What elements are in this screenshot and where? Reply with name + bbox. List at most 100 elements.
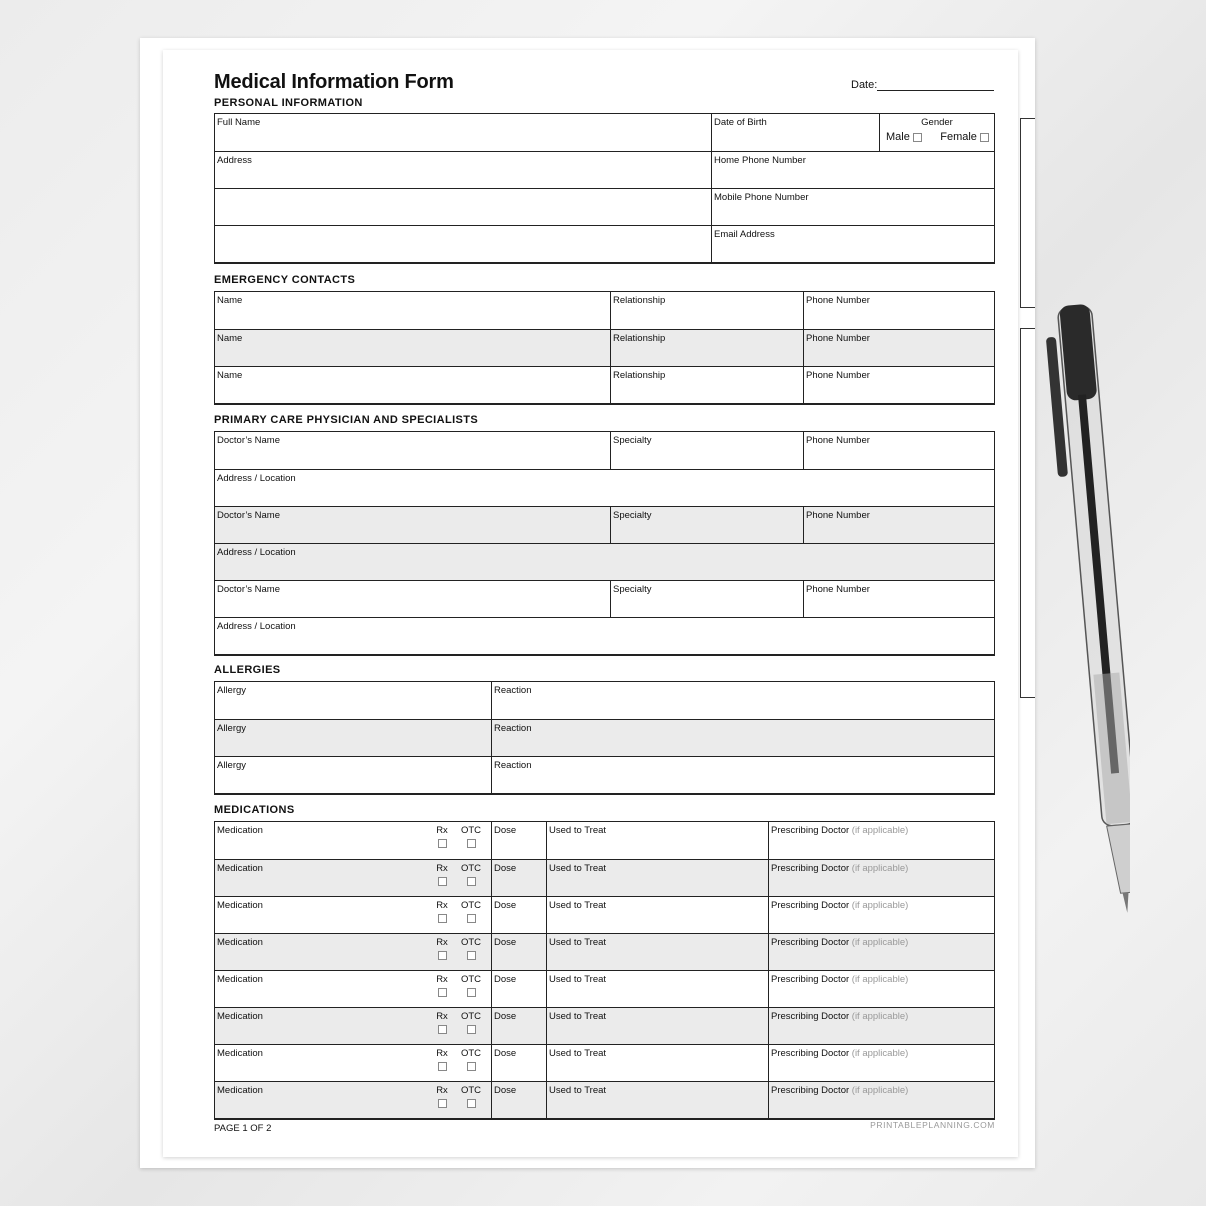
used-to-treat-field[interactable]: Used to Treat	[546, 971, 768, 1007]
female-option[interactable]: Female	[940, 131, 989, 143]
medication-field[interactable]: Medication Rx OTC	[215, 1008, 491, 1044]
medication-field[interactable]: Medication Rx OTC	[215, 1082, 491, 1118]
rx-option[interactable]: Rx	[435, 900, 449, 923]
used-to-treat-field[interactable]: Used to Treat	[546, 897, 768, 933]
used-to-treat-field[interactable]: Used to Treat	[546, 1008, 768, 1044]
medication-field[interactable]: Medication Rx OTC	[215, 934, 491, 970]
medication-field[interactable]: Medication Rx OTC	[215, 860, 491, 896]
otc-checkbox[interactable]	[466, 877, 476, 886]
dose-field[interactable]: Dose	[491, 822, 546, 859]
doctor-phone-field[interactable]: Phone Number	[803, 581, 994, 617]
contact-phone-field[interactable]: Phone Number	[803, 330, 994, 366]
contact-phone-field[interactable]: Phone Number	[803, 367, 994, 403]
rx-checkbox[interactable]	[437, 914, 447, 923]
rx-checkbox[interactable]	[437, 951, 447, 960]
rx-option[interactable]: Rx	[435, 863, 449, 886]
otc-option[interactable]: OTC	[460, 1011, 482, 1034]
specialty-field[interactable]: Specialty	[610, 432, 803, 469]
prescribing-doctor-field[interactable]: Prescribing Doctor (if applicable)	[768, 897, 994, 933]
otc-option[interactable]: OTC	[460, 900, 482, 923]
address-field[interactable]: Address	[217, 155, 252, 166]
contact-name-field[interactable]: Name	[215, 292, 610, 329]
relationship-field[interactable]: Relationship	[610, 367, 803, 403]
otc-option[interactable]: OTC	[460, 1048, 482, 1071]
dose-field[interactable]: Dose	[491, 1082, 546, 1118]
medication-field[interactable]: Medication Rx OTC	[215, 971, 491, 1007]
rx-option[interactable]: Rx	[435, 974, 449, 997]
otc-option[interactable]: OTC	[460, 825, 482, 848]
date-field[interactable]: Date:	[851, 79, 995, 91]
otc-option[interactable]: OTC	[460, 1085, 482, 1108]
specialty-field[interactable]: Specialty	[610, 507, 803, 543]
used-to-treat-field[interactable]: Used to Treat	[546, 1045, 768, 1081]
mobile-phone-field[interactable]: Mobile Phone Number	[711, 189, 994, 225]
allergy-field[interactable]: Allergy	[215, 757, 491, 793]
dose-field[interactable]: Dose	[491, 860, 546, 896]
used-to-treat-field[interactable]: Used to Treat	[546, 1082, 768, 1118]
doctor-address-field[interactable]: Address / Location	[215, 544, 994, 580]
rx-option[interactable]: Rx	[435, 1085, 449, 1108]
medication-field[interactable]: Medication Rx OTC	[215, 897, 491, 933]
contact-name-field[interactable]: Name	[215, 367, 610, 403]
otc-option[interactable]: OTC	[460, 863, 482, 886]
used-to-treat-field[interactable]: Used to Treat	[546, 822, 768, 859]
rx-checkbox[interactable]	[437, 1062, 447, 1071]
medication-field[interactable]: Medication Rx OTC	[215, 822, 491, 859]
prescribing-doctor-field[interactable]: Prescribing Doctor (if applicable)	[768, 934, 994, 970]
address-line-3[interactable]	[215, 226, 711, 262]
used-to-treat-field[interactable]: Used to Treat	[546, 860, 768, 896]
rx-checkbox[interactable]	[437, 839, 447, 848]
contact-name-field[interactable]: Name	[215, 330, 610, 366]
otc-option[interactable]: OTC	[460, 937, 482, 960]
otc-checkbox[interactable]	[466, 839, 476, 848]
otc-checkbox[interactable]	[466, 951, 476, 960]
female-checkbox[interactable]	[980, 132, 989, 142]
doctor-phone-field[interactable]: Phone Number	[803, 432, 994, 469]
prescribing-doctor-field[interactable]: Prescribing Doctor (if applicable)	[768, 971, 994, 1007]
rx-checkbox[interactable]	[437, 988, 447, 997]
relationship-field[interactable]: Relationship	[610, 330, 803, 366]
prescribing-doctor-field[interactable]: Prescribing Doctor (if applicable)	[768, 1008, 994, 1044]
address-line-2[interactable]	[215, 189, 711, 225]
otc-checkbox[interactable]	[466, 1099, 476, 1108]
rx-option[interactable]: Rx	[435, 937, 449, 960]
rx-option[interactable]: Rx	[435, 825, 449, 848]
dose-field[interactable]: Dose	[491, 897, 546, 933]
doctor-address-field[interactable]: Address / Location	[215, 618, 994, 654]
relationship-field[interactable]: Relationship	[610, 292, 803, 329]
rx-checkbox[interactable]	[437, 877, 447, 886]
rx-option[interactable]: Rx	[435, 1048, 449, 1071]
rx-checkbox[interactable]	[437, 1025, 447, 1034]
reaction-field[interactable]: Reaction	[491, 757, 994, 793]
otc-option[interactable]: OTC	[460, 974, 482, 997]
male-option[interactable]: Male	[886, 131, 922, 143]
dob-field[interactable]: Date of Birth	[711, 114, 879, 151]
rx-option[interactable]: Rx	[435, 1011, 449, 1034]
doctor-name-field[interactable]: Doctor’s Name	[215, 581, 610, 617]
doctor-name-field[interactable]: Doctor’s Name	[215, 432, 610, 469]
rx-checkbox[interactable]	[437, 1099, 447, 1108]
otc-checkbox[interactable]	[466, 1062, 476, 1071]
otc-checkbox[interactable]	[466, 988, 476, 997]
home-phone-field[interactable]: Home Phone Number	[711, 152, 994, 188]
used-to-treat-field[interactable]: Used to Treat	[546, 934, 768, 970]
allergy-field[interactable]: Allergy	[215, 682, 491, 719]
dose-field[interactable]: Dose	[491, 1008, 546, 1044]
allergy-field[interactable]: Allergy	[215, 720, 491, 756]
prescribing-doctor-field[interactable]: Prescribing Doctor (if applicable)	[768, 1082, 994, 1118]
date-line[interactable]	[877, 80, 995, 91]
reaction-field[interactable]: Reaction	[491, 682, 994, 719]
otc-checkbox[interactable]	[466, 914, 476, 923]
doctor-name-field[interactable]: Doctor’s Name	[215, 507, 610, 543]
full-name-field[interactable]: Full Name	[217, 117, 261, 128]
email-field[interactable]: Email Address	[711, 226, 994, 262]
prescribing-doctor-field[interactable]: Prescribing Doctor (if applicable)	[768, 1045, 994, 1081]
dose-field[interactable]: Dose	[491, 1045, 546, 1081]
male-checkbox[interactable]	[912, 132, 922, 142]
medication-field[interactable]: Medication Rx OTC	[215, 1045, 491, 1081]
dose-field[interactable]: Dose	[491, 934, 546, 970]
dose-field[interactable]: Dose	[491, 971, 546, 1007]
otc-checkbox[interactable]	[466, 1025, 476, 1034]
doctor-address-field[interactable]: Address / Location	[215, 470, 994, 506]
prescribing-doctor-field[interactable]: Prescribing Doctor (if applicable)	[768, 822, 994, 859]
